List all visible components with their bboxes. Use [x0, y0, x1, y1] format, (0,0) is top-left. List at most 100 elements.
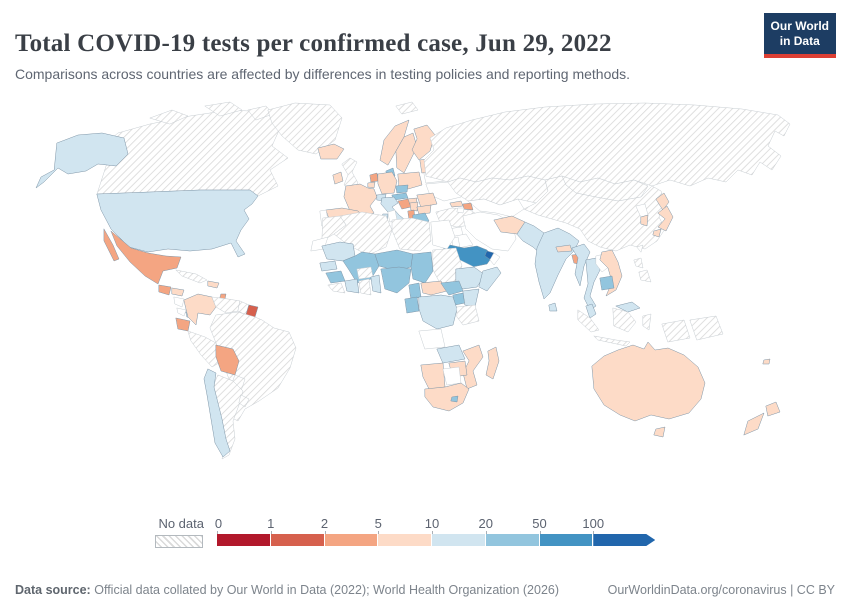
- country-cote-divoire[interactable]: [344, 278, 360, 294]
- country-guatemala[interactable]: [158, 284, 172, 296]
- country-sweden[interactable]: [395, 132, 418, 174]
- country-iceland[interactable]: [317, 143, 345, 160]
- country-burkina-faso[interactable]: [356, 266, 374, 280]
- country-sri-lanka[interactable]: [548, 302, 558, 312]
- country-benin[interactable]: [370, 274, 382, 294]
- country-mozambique[interactable]: [462, 344, 484, 390]
- country-france[interactable]: [343, 183, 378, 218]
- owid-logo[interactable]: Our World in Data: [763, 13, 836, 58]
- country-alaska[interactable]: [35, 132, 129, 189]
- legend-no-data-swatch[interactable]: [155, 535, 203, 548]
- country-nigeria[interactable]: [380, 266, 412, 294]
- country-malaysia-peninsula[interactable]: [585, 303, 597, 319]
- country-lesotho[interactable]: [450, 395, 459, 403]
- country-indonesia-sulawesi[interactable]: [642, 313, 652, 331]
- country-nicaragua[interactable]: [173, 296, 185, 308]
- legend-segment[interactable]: [485, 534, 540, 546]
- country-kazakhstan[interactable]: [447, 175, 549, 206]
- country-malaysia-borneo[interactable]: [615, 301, 641, 313]
- country-romania[interactable]: [416, 192, 438, 208]
- country-new-zealand-north[interactable]: [765, 401, 781, 417]
- country-united-kingdom[interactable]: [341, 157, 359, 190]
- country-netherlands[interactable]: [369, 172, 379, 183]
- country-madagascar[interactable]: [485, 346, 500, 380]
- country-belgium[interactable]: [367, 181, 376, 189]
- country-mexico[interactable]: [110, 230, 182, 285]
- country-botswana[interactable]: [442, 366, 462, 386]
- country-indonesia-kalimantan[interactable]: [612, 307, 637, 333]
- country-ghana[interactable]: [358, 278, 372, 296]
- country-oman[interactable]: [489, 252, 501, 266]
- country-india[interactable]: [534, 227, 580, 300]
- country-angola[interactable]: [418, 328, 446, 350]
- country-car[interactable]: [420, 280, 448, 296]
- country-cameroon[interactable]: [408, 282, 422, 300]
- country-russia[interactable]: [423, 102, 791, 187]
- country-japan-honshu[interactable]: [657, 205, 674, 232]
- country-vietnam[interactable]: [599, 249, 623, 297]
- country-taiwan[interactable]: [636, 244, 644, 253]
- country-philippines-luzon[interactable]: [633, 257, 644, 269]
- country-canada-arctic1[interactable]: [149, 109, 189, 125]
- country-mexico-baja[interactable]: [103, 228, 120, 262]
- country-papua-new-guinea[interactable]: [689, 315, 724, 341]
- country-senegal[interactable]: [319, 260, 338, 272]
- country-cuba[interactable]: [175, 269, 208, 284]
- country-indonesia-sumatra[interactable]: [577, 309, 600, 333]
- country-south-korea[interactable]: [640, 214, 649, 227]
- country-chile[interactable]: [203, 368, 231, 458]
- legend-segment[interactable]: [270, 534, 325, 546]
- country-fiji[interactable]: [762, 358, 771, 365]
- country-indonesia-java[interactable]: [593, 335, 631, 347]
- country-egypt[interactable]: [430, 219, 456, 250]
- country-indonesia-papua[interactable]: [661, 319, 691, 343]
- country-norway[interactable]: [379, 119, 410, 166]
- country-nepal[interactable]: [555, 244, 573, 253]
- country-germany[interactable]: [377, 171, 398, 195]
- country-kenya[interactable]: [462, 288, 480, 308]
- country-guinea[interactable]: [325, 270, 346, 284]
- country-czechia[interactable]: [395, 184, 409, 194]
- country-united-states[interactable]: [96, 189, 259, 258]
- country-uruguay[interactable]: [238, 394, 250, 408]
- country-zambia[interactable]: [436, 344, 466, 364]
- country-ireland[interactable]: [332, 171, 344, 185]
- country-libya[interactable]: [391, 217, 432, 252]
- legend-segment[interactable]: [539, 534, 594, 546]
- country-ecuador[interactable]: [175, 317, 191, 332]
- country-new-zealand-south[interactable]: [743, 412, 765, 436]
- country-svalbard[interactable]: [395, 101, 419, 115]
- country-tasmania[interactable]: [653, 426, 666, 438]
- country-myanmar[interactable]: [571, 243, 591, 287]
- country-gabon[interactable]: [404, 296, 420, 314]
- country-colombia[interactable]: [183, 293, 217, 326]
- country-georgia[interactable]: [449, 200, 464, 208]
- country-venezuela[interactable]: [211, 296, 241, 314]
- country-armenia[interactable]: [456, 207, 465, 214]
- country-dominican-republic[interactable]: [207, 280, 220, 289]
- country-sierra-leone[interactable]: [327, 282, 346, 294]
- country-south-africa[interactable]: [424, 382, 470, 412]
- footer-link[interactable]: OurWorldinData.org/coronavirus | CC BY: [607, 582, 835, 597]
- country-cambodia[interactable]: [599, 275, 615, 291]
- country-costa-rica[interactable]: [176, 307, 187, 317]
- country-serbia[interactable]: [409, 201, 419, 212]
- country-azerbaijan[interactable]: [462, 202, 474, 211]
- country-canada-arctic2[interactable]: [204, 101, 243, 117]
- legend-segment[interactable]: [324, 534, 379, 546]
- country-peru[interactable]: [187, 330, 223, 368]
- country-philippines-mindanao[interactable]: [638, 269, 652, 283]
- legend-colorbar[interactable]: [217, 534, 662, 546]
- country-honduras[interactable]: [171, 287, 185, 297]
- country-bulgaria[interactable]: [416, 204, 432, 215]
- country-japan-hokkaido[interactable]: [655, 192, 670, 211]
- country-australia[interactable]: [591, 341, 706, 422]
- legend-segment[interactable]: [593, 534, 655, 546]
- legend-segment[interactable]: [432, 534, 486, 546]
- country-finland[interactable]: [411, 124, 436, 161]
- country-japan-kyushu[interactable]: [652, 228, 662, 238]
- country-drc[interactable]: [418, 294, 458, 330]
- country-somalia[interactable]: [478, 266, 502, 292]
- country-poland[interactable]: [397, 171, 423, 190]
- legend-segment[interactable]: [378, 534, 432, 546]
